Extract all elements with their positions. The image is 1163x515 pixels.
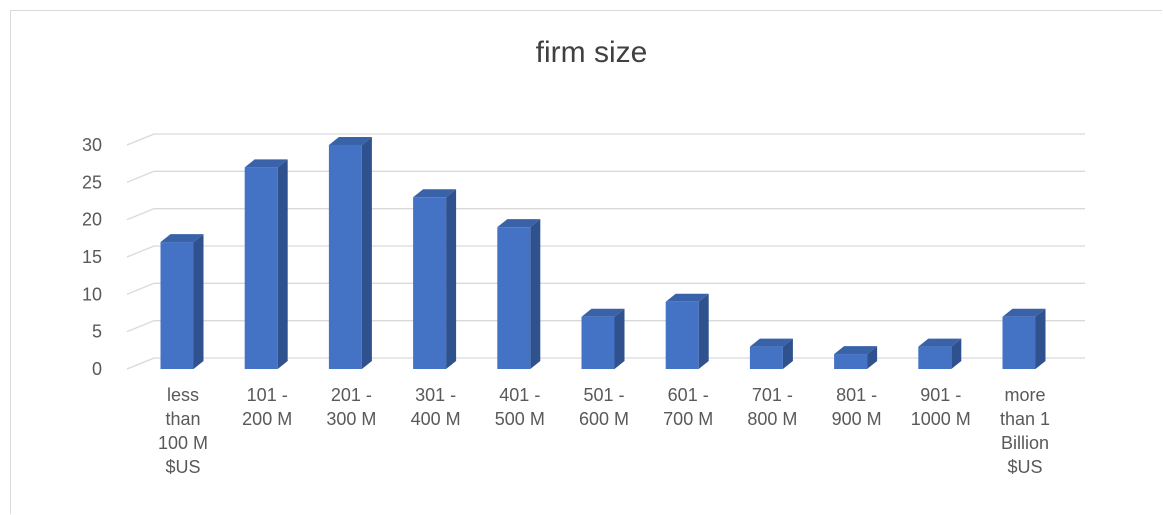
bar-front xyxy=(497,227,531,369)
y-tick-label: 0 xyxy=(92,359,102,379)
bar xyxy=(160,234,204,369)
bar-top xyxy=(413,189,457,198)
bar-top xyxy=(581,308,625,317)
bar-top xyxy=(160,234,204,243)
y-tick-label: 30 xyxy=(82,135,102,155)
y-tick-label: 10 xyxy=(82,284,102,304)
bar-side xyxy=(698,293,709,369)
bar-front xyxy=(665,301,699,369)
x-tick-label: 501 - 600 M xyxy=(578,385,630,429)
bar-side xyxy=(361,137,372,369)
y-tick-label: 20 xyxy=(82,210,102,230)
y-tick-label: 15 xyxy=(82,247,102,267)
bar-front xyxy=(918,346,952,369)
bar-top xyxy=(497,219,541,228)
x-tick-label: 801 - 900 M xyxy=(831,385,882,429)
bar xyxy=(244,159,288,369)
y-axis-ticks: 0 5 10 15 20 25 30 xyxy=(82,135,102,379)
gridline xyxy=(126,282,1085,295)
gridline xyxy=(126,170,1085,183)
gridline xyxy=(126,133,1085,146)
x-tick-label: 901 - 1000 M xyxy=(910,385,971,429)
x-tick-label: 101 - 200 M xyxy=(242,385,293,429)
bar-top xyxy=(665,293,709,302)
bar-side xyxy=(446,189,457,369)
bar-side xyxy=(951,338,962,369)
bar-top xyxy=(244,159,288,168)
bar-front xyxy=(834,354,868,369)
bars xyxy=(160,137,1046,369)
bar-side xyxy=(530,219,541,369)
bar-side xyxy=(277,159,288,369)
y-tick-label: 25 xyxy=(82,172,102,192)
bar-top xyxy=(328,137,372,145)
gridline xyxy=(126,208,1085,221)
bar-front xyxy=(413,197,447,369)
bar-side xyxy=(193,234,204,369)
bar-front xyxy=(1002,316,1036,369)
x-tick-label: 201 - 300 M xyxy=(326,385,377,429)
bar-top xyxy=(749,338,793,347)
chart-title: firm size xyxy=(535,36,648,69)
bar-side xyxy=(614,308,625,369)
x-tick-label: less than 100 M $US xyxy=(157,385,209,477)
bar xyxy=(665,293,709,369)
bar-side xyxy=(782,338,793,369)
bar xyxy=(328,137,372,369)
chart-frame xyxy=(10,10,1162,514)
bar-front xyxy=(160,242,194,369)
bar xyxy=(1002,308,1046,369)
x-tick-label: more than 1 Billion $US xyxy=(999,385,1051,477)
bar-front xyxy=(244,167,278,369)
gridline xyxy=(126,320,1085,333)
bar-side xyxy=(867,346,878,369)
bar-top xyxy=(918,338,962,347)
x-tick-label: 401 - 500 M xyxy=(494,385,545,429)
bar-top xyxy=(1002,308,1046,317)
bar-side xyxy=(1035,308,1046,369)
bar xyxy=(497,219,541,369)
x-tick-label: 701 - 800 M xyxy=(747,385,798,429)
bar xyxy=(918,338,962,369)
gridline xyxy=(126,245,1085,258)
bar xyxy=(749,338,793,369)
bar xyxy=(413,189,457,369)
x-tick-label: 301 - 400 M xyxy=(410,385,461,429)
x-tick-label: 601 - 700 M xyxy=(663,385,714,429)
bar-front xyxy=(581,316,615,369)
bar-top xyxy=(834,346,878,355)
bar xyxy=(834,346,878,369)
y-tick-label: 5 xyxy=(92,322,102,342)
bar-front xyxy=(749,346,783,369)
bar-front xyxy=(328,145,362,369)
bar xyxy=(581,308,625,369)
